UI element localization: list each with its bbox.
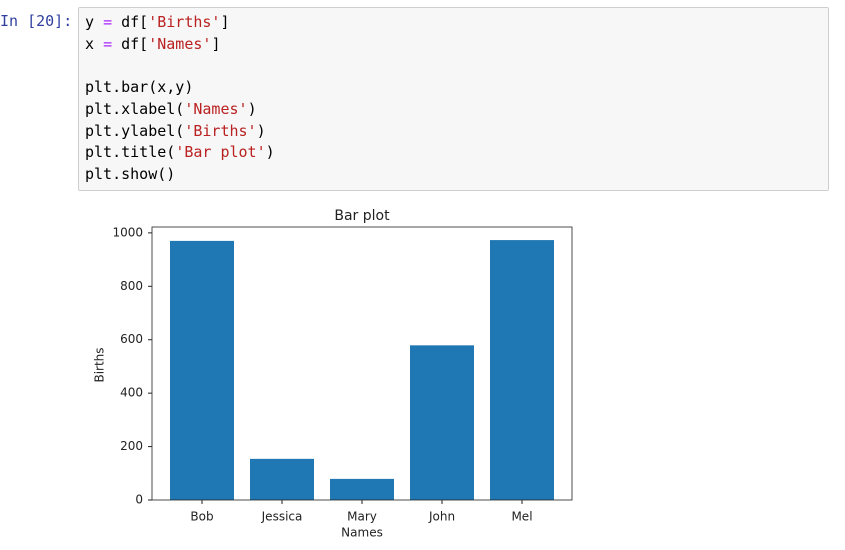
y-tick-label: 1000 — [112, 225, 143, 239]
code-line: plt.show() — [85, 164, 176, 183]
y-tick-label: 200 — [120, 439, 143, 453]
chart: Bar plot Names Births 0 200 400 600 800 1000 B… — [93, 208, 573, 540]
x-axis-label: Names — [341, 526, 383, 540]
code-line: plt.xlabel('Names') — [85, 99, 257, 118]
y-tick-label: 600 — [120, 332, 143, 346]
code-line: plt.ylabel('Births') — [85, 121, 266, 140]
bar — [490, 240, 554, 500]
y-tick-label: 0 — [135, 493, 143, 507]
bar — [170, 240, 234, 500]
code-block: y = df['Births'] x = df['Names'] — [85, 12, 822, 55]
y-tick-label: 400 — [120, 386, 143, 400]
y-axis-label: Births — [93, 347, 107, 382]
bar — [410, 345, 474, 500]
x-tick-label: Jessica — [261, 510, 303, 524]
code-block: plt.bar(x,y) plt.xlabel('Names') plt.ylabe… — [85, 77, 822, 186]
code-line: x = df['Names'] — [85, 34, 221, 53]
x-tick-label: Mary — [347, 510, 377, 524]
code-cell[interactable]: y = df['Births'] x = df['Names'] plt.bar(x… — [78, 7, 829, 191]
code-line: plt.title('Bar plot') — [85, 143, 275, 162]
cell-prompt: In [20]: — [0, 12, 73, 30]
axes-frame — [151, 226, 573, 501]
x-tick-label: John — [428, 510, 455, 524]
code-line: plt.bar(x,y) — [85, 78, 194, 97]
code-line: y = df['Births'] — [85, 13, 230, 31]
x-tick-label: Mel — [511, 510, 532, 524]
chart-title: Bar plot — [334, 208, 390, 224]
y-tick-label: 800 — [120, 279, 143, 293]
bar — [250, 458, 314, 500]
bar — [330, 478, 394, 500]
x-tick-label: Bob — [190, 510, 213, 524]
